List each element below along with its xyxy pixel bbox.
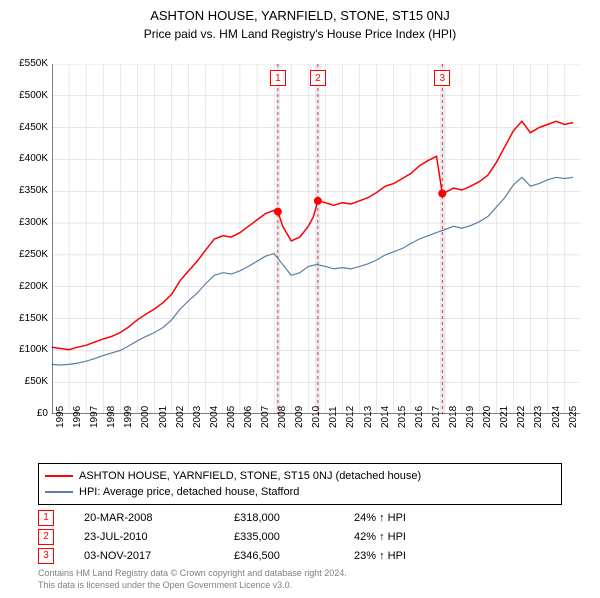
x-axis-label: 1999 xyxy=(123,406,134,428)
legend-row-hpi: HPI: Average price, detached house, Staf… xyxy=(45,484,555,500)
x-axis-label: 2005 xyxy=(226,406,237,428)
x-axis-label: 2008 xyxy=(277,406,288,428)
y-axis-label: £100K xyxy=(2,344,48,355)
x-axis-label: 2018 xyxy=(448,406,459,428)
x-axis-label: 2006 xyxy=(243,406,254,428)
sale-marker-3: 3 xyxy=(434,70,450,86)
y-axis-label: £500K xyxy=(2,90,48,101)
x-axis-label: 2015 xyxy=(397,406,408,428)
sales-table: 1 20-MAR-2008£318,00024% ↑ HPI 2 23-JUL-201… xyxy=(38,508,474,565)
x-axis-label: 2003 xyxy=(192,406,203,428)
legend-swatch-hpi xyxy=(45,491,73,493)
sale-marker-1: 1 xyxy=(270,70,286,86)
sale-pct: 24% ↑ HPI xyxy=(354,512,474,524)
x-axis-label: 2021 xyxy=(499,406,510,428)
x-axis-label: 1996 xyxy=(72,406,83,428)
y-axis-label: £50K xyxy=(2,376,48,387)
chart-container: ASHTON HOUSE, YARNFIELD, STONE, ST15 0NJ… xyxy=(0,8,600,598)
x-axis-label: 2022 xyxy=(516,406,527,428)
y-axis-label: £250K xyxy=(2,249,48,260)
sale-date: 03-NOV-2017 xyxy=(84,550,234,562)
x-axis-label: 2014 xyxy=(380,406,391,428)
sale-pct: 23% ↑ HPI xyxy=(354,550,474,562)
x-axis-label: 2019 xyxy=(465,406,476,428)
y-axis-label: £400K xyxy=(2,153,48,164)
legend-row-property: ASHTON HOUSE, YARNFIELD, STONE, ST15 0NJ… xyxy=(45,468,555,484)
x-axis-label: 1997 xyxy=(89,406,100,428)
y-axis-label: £150K xyxy=(2,313,48,324)
x-axis-label: 2004 xyxy=(209,406,220,428)
footer: Contains HM Land Registry data © Crown c… xyxy=(38,568,347,591)
x-axis-label: 2016 xyxy=(414,406,425,428)
footer-line1: Contains HM Land Registry data © Crown c… xyxy=(38,568,347,580)
x-axis-label: 2012 xyxy=(345,406,356,428)
sale-date: 23-JUL-2010 xyxy=(84,531,234,543)
x-axis-label: 2010 xyxy=(311,406,322,428)
sale-row: 2 23-JUL-2010£335,00042% ↑ HPI xyxy=(38,527,474,546)
x-axis-label: 2011 xyxy=(328,406,339,428)
sale-row: 3 03-NOV-2017£346,50023% ↑ HPI xyxy=(38,546,474,565)
sale-number-box: 2 xyxy=(38,529,54,545)
x-axis-label: 2023 xyxy=(533,406,544,428)
x-axis-label: 1995 xyxy=(55,406,66,428)
sale-price: £318,000 xyxy=(234,512,354,524)
y-axis-label: £0 xyxy=(2,408,48,419)
x-axis-label: 2000 xyxy=(140,406,151,428)
sale-marker-2: 2 xyxy=(310,70,326,86)
x-axis-label: 2017 xyxy=(431,406,442,428)
y-axis-label: £450K xyxy=(2,122,48,133)
y-axis-label: £350K xyxy=(2,185,48,196)
sale-price: £346,500 xyxy=(234,550,354,562)
legend-box: ASHTON HOUSE, YARNFIELD, STONE, ST15 0NJ… xyxy=(38,463,562,505)
sale-date: 20-MAR-2008 xyxy=(84,512,234,524)
y-axis-label: £550K xyxy=(2,58,48,69)
x-axis-label: 2002 xyxy=(175,406,186,428)
y-axis-label: £200K xyxy=(2,281,48,292)
x-axis-label: 2009 xyxy=(294,406,305,428)
x-axis-label: 2001 xyxy=(158,406,169,428)
sale-number-box: 1 xyxy=(38,510,54,526)
chart-svg xyxy=(52,64,580,414)
x-axis-label: 2025 xyxy=(568,406,579,428)
sale-pct: 42% ↑ HPI xyxy=(354,531,474,543)
y-axis-label: £300K xyxy=(2,217,48,228)
chart-subtitle: Price paid vs. HM Land Registry's House … xyxy=(0,27,600,41)
legend-swatch-property xyxy=(45,475,73,477)
x-axis-label: 1998 xyxy=(106,406,117,428)
sale-price: £335,000 xyxy=(234,531,354,543)
x-axis-label: 2013 xyxy=(363,406,374,428)
sale-number-box: 3 xyxy=(38,548,54,564)
legend-label-property: ASHTON HOUSE, YARNFIELD, STONE, ST15 0NJ… xyxy=(79,470,421,482)
x-axis-label: 2020 xyxy=(482,406,493,428)
chart-title: ASHTON HOUSE, YARNFIELD, STONE, ST15 0NJ xyxy=(0,8,600,23)
x-axis-label: 2024 xyxy=(551,406,562,428)
legend-label-hpi: HPI: Average price, detached house, Staf… xyxy=(79,486,299,498)
chart-area: £0£50K£100K£150K£200K£250K£300K£350K£400… xyxy=(52,64,580,414)
x-axis-label: 2007 xyxy=(260,406,271,428)
sale-row: 1 20-MAR-2008£318,00024% ↑ HPI xyxy=(38,508,474,527)
